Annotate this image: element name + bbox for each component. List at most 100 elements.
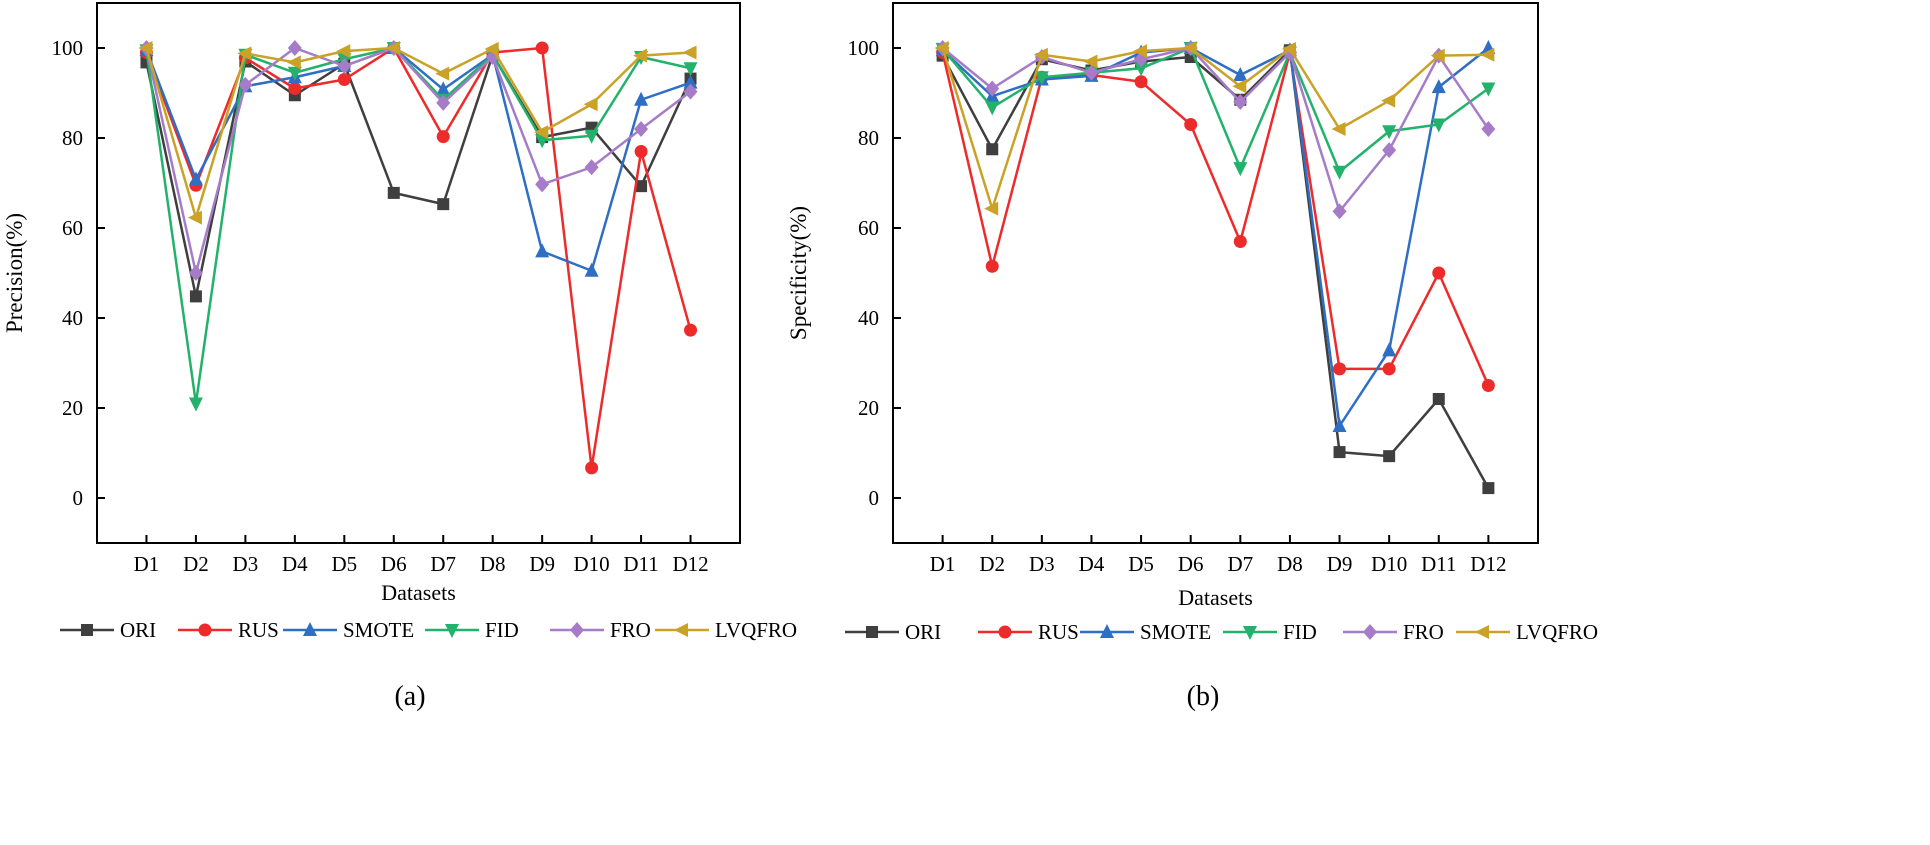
legend-marker bbox=[1243, 626, 1257, 640]
plot-frame bbox=[96, 2, 741, 544]
data-point-fro bbox=[238, 76, 253, 93]
data-point-rus bbox=[337, 73, 351, 86]
data-point-fro bbox=[436, 94, 451, 111]
x-tick-label: D3 bbox=[233, 552, 259, 576]
data-point-smote bbox=[1382, 342, 1397, 357]
legend-marker bbox=[570, 622, 584, 638]
data-point-ori bbox=[585, 121, 598, 134]
data-point-ori bbox=[1482, 482, 1495, 495]
legend-item-lvqfro: LVQFRO bbox=[1456, 620, 1598, 644]
y-tick-label: 20 bbox=[858, 396, 879, 420]
x-tick-label: D10 bbox=[1371, 552, 1407, 576]
data-point-ori bbox=[1432, 393, 1445, 405]
data-point-rus bbox=[985, 259, 999, 273]
legend-marker bbox=[303, 622, 317, 636]
x-tick-label: D6 bbox=[381, 552, 407, 576]
data-point-fid bbox=[1134, 62, 1149, 77]
y-axis-label: Precision(%) bbox=[2, 213, 27, 333]
data-point-lvqfro bbox=[1083, 54, 1098, 69]
series-line-ori bbox=[941, 49, 1490, 489]
x-tick-label: D1 bbox=[134, 552, 160, 576]
data-point-lvqfro bbox=[534, 125, 549, 140]
data-point-ori bbox=[986, 143, 999, 156]
panel-label: (b) bbox=[1187, 681, 1220, 712]
y-tick-label: 80 bbox=[62, 126, 83, 150]
legend-label: ORI bbox=[120, 618, 156, 642]
data-point-lvqfro bbox=[1133, 44, 1148, 59]
data-point-lvqfro bbox=[1430, 48, 1445, 63]
y-tick-label: 20 bbox=[62, 396, 83, 420]
y-tick-label: 100 bbox=[848, 36, 880, 60]
y-tick-label: 100 bbox=[52, 36, 84, 60]
legend-label: SMOTE bbox=[343, 618, 414, 642]
legend-label: RUS bbox=[238, 618, 279, 642]
data-point-fro bbox=[1233, 94, 1248, 110]
data-point-fro bbox=[584, 159, 599, 176]
series-line-lvqfro bbox=[941, 46, 1489, 210]
data-point-smote bbox=[1332, 418, 1347, 432]
data-point-ori bbox=[1333, 446, 1346, 459]
series-line-fro bbox=[941, 46, 1490, 213]
data-point-lvqfro bbox=[484, 41, 499, 56]
x-tick-label: D8 bbox=[480, 552, 506, 576]
data-point-lvqfro bbox=[286, 55, 301, 70]
data-point-fid bbox=[985, 101, 1000, 116]
series-line-lvqfro bbox=[145, 46, 691, 219]
legend-label: RUS bbox=[1038, 620, 1079, 644]
data-point-lvqfro bbox=[1381, 93, 1396, 108]
legend-item-rus: RUS bbox=[178, 618, 279, 642]
data-point-lvqfro bbox=[633, 48, 648, 63]
data-point-lvqfro bbox=[1480, 47, 1495, 62]
y-tick-label: 60 bbox=[858, 216, 879, 240]
legend-item-fid: FID bbox=[425, 618, 519, 642]
legend-marker bbox=[81, 624, 93, 636]
legend-marker bbox=[1100, 624, 1114, 638]
legend-item-ori: ORI bbox=[60, 618, 156, 642]
x-tick-label: D11 bbox=[1421, 552, 1456, 576]
data-point-lvqfro bbox=[583, 97, 598, 112]
series-line-smote bbox=[145, 46, 691, 272]
data-point-smote bbox=[1431, 79, 1446, 94]
data-point-smote bbox=[634, 91, 649, 106]
legend-item-ori: ORI bbox=[845, 620, 941, 644]
data-point-fro bbox=[1084, 64, 1099, 81]
data-point-ori bbox=[1383, 450, 1396, 463]
data-point-fro bbox=[1382, 142, 1397, 159]
data-point-lvqfro bbox=[984, 201, 999, 216]
data-point-fro bbox=[287, 40, 302, 56]
data-point-fro bbox=[188, 265, 203, 281]
data-point-fro bbox=[634, 121, 649, 137]
data-point-lvqfro bbox=[1232, 79, 1247, 94]
data-point-fid bbox=[188, 397, 203, 412]
data-point-lvqfro bbox=[237, 46, 252, 61]
chart-panel-a: 0 20 40 60 80 100 D1 D2 D3 D4 D5 D6 D7 D8 D9 D10 D11 D12 D… bbox=[2, 2, 797, 712]
data-point-lvqfro bbox=[435, 66, 450, 81]
data-point-fro bbox=[1332, 203, 1347, 220]
data-point-rus bbox=[1333, 362, 1347, 376]
data-point-fid bbox=[287, 66, 302, 81]
legend-item-lvqfro: LVQFRO bbox=[655, 618, 797, 642]
legend-label: ORI bbox=[905, 620, 941, 644]
x-tick-label: D2 bbox=[183, 552, 209, 576]
y-tick-label: 80 bbox=[858, 126, 879, 150]
series-line-rus bbox=[941, 51, 1490, 387]
data-point-fid bbox=[1481, 82, 1496, 97]
data-point-lvqfro bbox=[1033, 47, 1048, 62]
series-lvqfro bbox=[138, 41, 697, 225]
legend-item-smote: SMOTE bbox=[1080, 620, 1211, 644]
series-rus bbox=[139, 41, 698, 475]
data-point-fro bbox=[337, 58, 352, 74]
data-point-rus bbox=[1233, 235, 1247, 248]
y-tick-label: 40 bbox=[858, 306, 879, 330]
data-point-lvqfro bbox=[1182, 41, 1197, 55]
data-point-rus bbox=[585, 461, 599, 475]
x-tick-label: D4 bbox=[282, 552, 308, 576]
legend-label: FRO bbox=[610, 618, 651, 642]
series-lvqfro bbox=[934, 41, 1495, 216]
data-point-smote bbox=[188, 171, 203, 186]
data-point-fro bbox=[683, 83, 698, 100]
series-line-fro bbox=[145, 46, 692, 275]
data-point-rus bbox=[436, 130, 450, 144]
legend-label: FID bbox=[485, 618, 519, 642]
